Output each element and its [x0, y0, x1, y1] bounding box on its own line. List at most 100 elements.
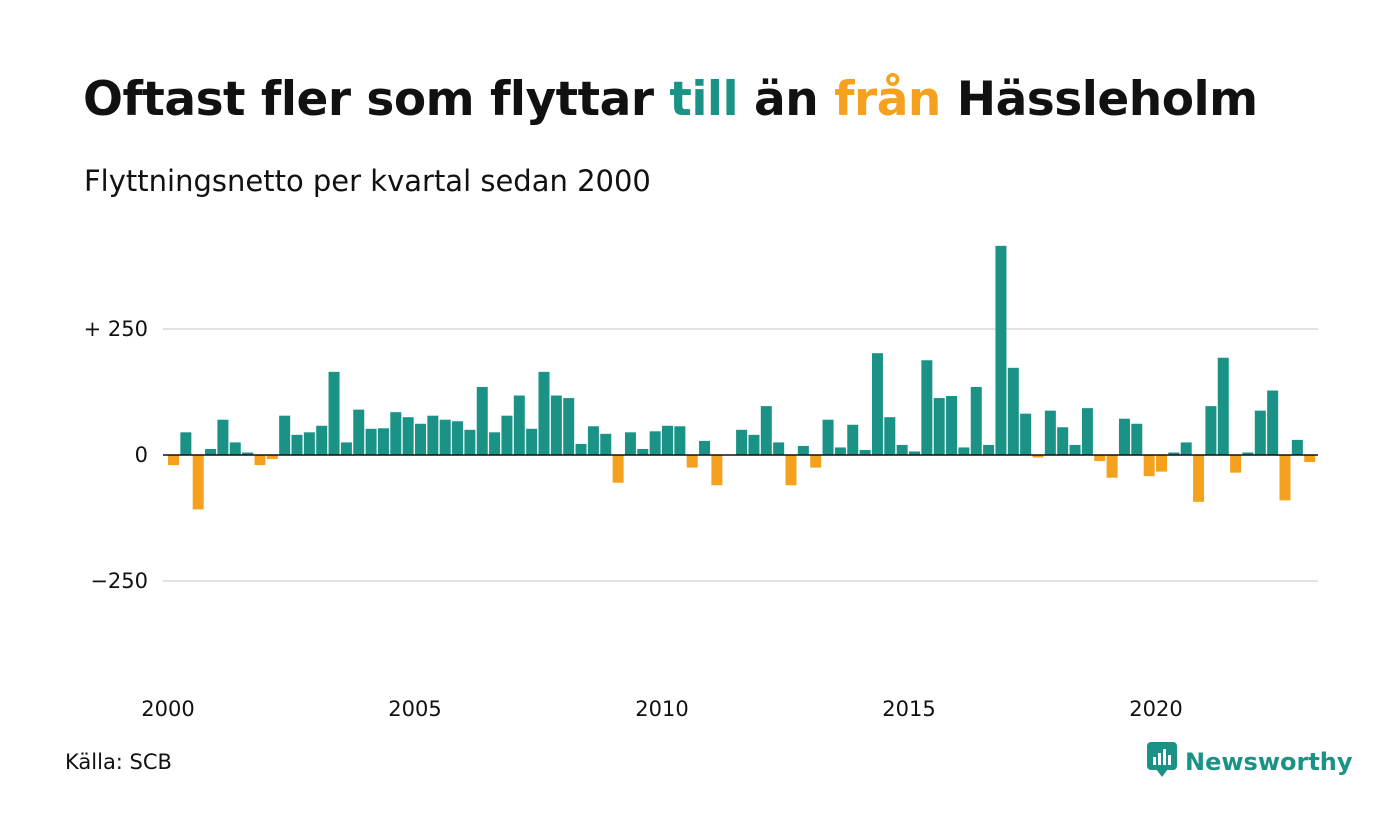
bar	[168, 455, 179, 466]
bar	[439, 419, 451, 455]
bar	[1106, 455, 1118, 478]
bar	[983, 444, 995, 455]
bar	[205, 448, 217, 455]
bar	[810, 455, 822, 468]
title-till: till	[669, 72, 739, 127]
bar	[1020, 413, 1032, 455]
bar	[1069, 444, 1081, 455]
bar	[859, 449, 871, 455]
bar	[1254, 410, 1266, 455]
bar	[1205, 406, 1217, 455]
bar	[871, 353, 883, 455]
bar	[637, 448, 649, 455]
bar	[662, 425, 673, 455]
newsworthy-logo[interactable]: Newsworthy	[1147, 742, 1353, 782]
bar	[563, 398, 575, 455]
bar	[291, 434, 303, 455]
bar	[328, 371, 340, 455]
bar	[711, 455, 723, 486]
bar	[1230, 455, 1242, 473]
y-tick-label: −250	[90, 569, 148, 593]
bar	[489, 432, 501, 455]
bar	[1267, 390, 1279, 455]
bar	[1057, 427, 1069, 455]
x-tick-label: 2000	[141, 697, 194, 721]
bar	[180, 432, 192, 455]
bar	[501, 415, 513, 455]
bar	[365, 428, 377, 455]
bar	[686, 455, 698, 468]
bar	[600, 433, 612, 455]
chart-subtitle: Flyttningsnetto per kvartal sedan 2000	[84, 164, 651, 198]
bar	[946, 396, 958, 455]
bar	[575, 443, 587, 455]
title-part1: Oftast fler som flyttar	[83, 72, 670, 127]
bar	[797, 445, 809, 455]
bar	[1143, 455, 1155, 477]
bar	[884, 417, 896, 455]
bar	[1131, 423, 1143, 455]
bar	[550, 395, 562, 455]
bar	[1217, 357, 1229, 455]
bar	[909, 451, 920, 455]
bar	[538, 371, 550, 455]
bars-layer	[168, 245, 1316, 510]
newsworthy-logo-icon	[1147, 742, 1177, 782]
grid-layer	[163, 328, 1318, 582]
y-tick-label: + 250	[84, 317, 148, 341]
title-part2: än	[738, 72, 835, 127]
bar	[1081, 408, 1093, 455]
bar	[279, 415, 291, 455]
bar	[674, 426, 686, 455]
labels-layer: + 250 0 −250 2000 2005 2010 2015 2020	[84, 317, 1183, 721]
bar	[316, 425, 328, 455]
bar	[217, 419, 229, 455]
bar	[1180, 442, 1192, 455]
bar	[1304, 455, 1316, 463]
bar	[402, 417, 414, 455]
y-tick-label: 0	[135, 443, 148, 467]
bar	[1242, 452, 1254, 455]
bar	[254, 455, 266, 466]
bar	[452, 421, 464, 455]
bar	[624, 432, 636, 455]
bar	[1032, 455, 1044, 458]
bar	[785, 455, 797, 486]
bar	[464, 429, 476, 455]
bar	[242, 452, 254, 455]
bar	[995, 245, 1007, 455]
bar	[822, 419, 834, 455]
bar	[427, 415, 439, 455]
bar	[933, 398, 945, 455]
bar	[699, 440, 711, 455]
bar	[847, 424, 859, 455]
bar	[1118, 418, 1130, 455]
bar	[266, 455, 278, 460]
source-note: Källa: SCB	[65, 750, 172, 774]
x-tick-label: 2005	[388, 697, 441, 721]
bar	[896, 444, 908, 455]
bar	[736, 429, 748, 455]
bar	[1007, 367, 1019, 455]
bar	[773, 442, 785, 455]
bar	[958, 447, 970, 455]
bar	[834, 447, 846, 455]
bar	[612, 455, 624, 483]
title-fran: från	[834, 72, 941, 127]
bar	[1291, 439, 1303, 455]
x-tick-label: 2015	[882, 697, 935, 721]
chart-title: Oftast fler som flyttar till än från Häs…	[83, 72, 1258, 127]
bar	[303, 432, 315, 455]
bar	[1156, 455, 1167, 472]
bar	[1094, 455, 1106, 462]
bar	[476, 386, 488, 455]
bar	[377, 428, 389, 455]
bar	[526, 428, 538, 455]
title-part3: Hässleholm	[940, 72, 1258, 127]
bar	[415, 423, 426, 455]
bar	[587, 426, 599, 455]
bar	[1168, 452, 1180, 455]
bar	[970, 386, 982, 455]
bar	[1044, 410, 1056, 455]
